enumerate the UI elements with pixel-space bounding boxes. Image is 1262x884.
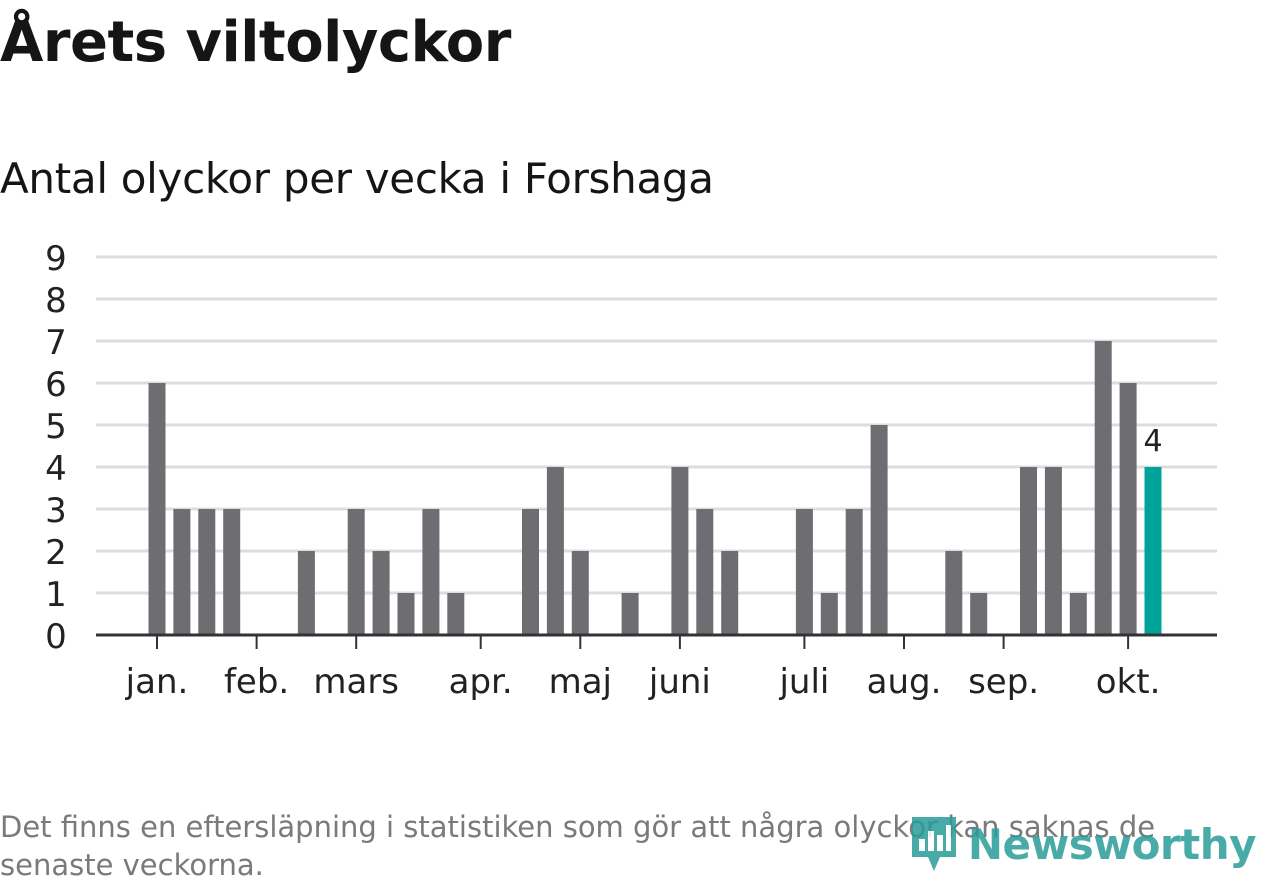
bar [721,551,739,635]
footnote: Det finns en eftersläpning i statistiken… [0,810,1156,882]
bar [945,551,963,635]
bar [970,593,988,635]
bar-highlighted [1144,467,1162,635]
bar-chart-pin-icon [911,817,956,871]
bars [148,341,1162,635]
bar [372,551,390,635]
bar [297,551,315,635]
bar [696,509,714,635]
bar [173,509,191,635]
x-axis: jan. feb. mars apr. maj juni juli aug. sep. okt. [96,633,1217,702]
bar [347,509,365,635]
y-tick-label: 5 [45,407,67,447]
y-tick-label: 8 [45,281,67,321]
bar [1020,467,1037,635]
y-tick-label: 7 [45,323,67,363]
x-tick-label: sep. [968,662,1039,702]
bar [1069,593,1087,635]
x-tick-label: juli [778,662,829,702]
bar [820,593,838,635]
y-tick-label: 2 [45,533,67,573]
x-tick-label: maj [549,662,612,702]
y-tick-label: 6 [45,365,67,405]
bar [198,509,216,635]
y-tick-label: 3 [45,491,67,531]
bar [621,593,639,635]
bar [397,593,415,635]
bar [870,425,888,635]
bar [845,509,863,635]
bar [671,467,689,635]
chart-title: Årets viltolyckor [0,10,511,75]
bar [795,509,813,635]
bar [546,467,564,635]
newsworthy-logo: Newsworthy [908,811,1257,877]
bar [522,509,539,635]
data-labels: 4 [1143,424,1162,459]
x-tick-label: jan. [125,662,189,702]
bar [447,593,465,635]
bar [148,383,166,635]
y-tick-label: 9 [45,239,67,279]
bar [223,509,241,635]
x-tick-label: okt. [1096,662,1161,702]
bar [1119,383,1137,635]
data-label: 4 [1143,424,1162,459]
x-tick-label: aug. [867,662,942,702]
y-tick-label: 0 [45,617,67,657]
x-tick-label: mars [313,662,399,702]
logo-text: Newsworthy [967,819,1257,869]
chart-subtitle: Antal olyckor per vecka i Forshaga [0,154,714,203]
x-tick-label: feb. [224,662,289,702]
x-tick-label: juni [648,662,711,702]
x-tick-label: apr. [449,662,513,702]
bar [1044,467,1062,635]
bar [1094,341,1112,635]
y-tick-label: 1 [45,575,67,615]
bar [571,551,589,635]
y-tick-label: 4 [45,449,67,489]
bar [422,509,440,635]
